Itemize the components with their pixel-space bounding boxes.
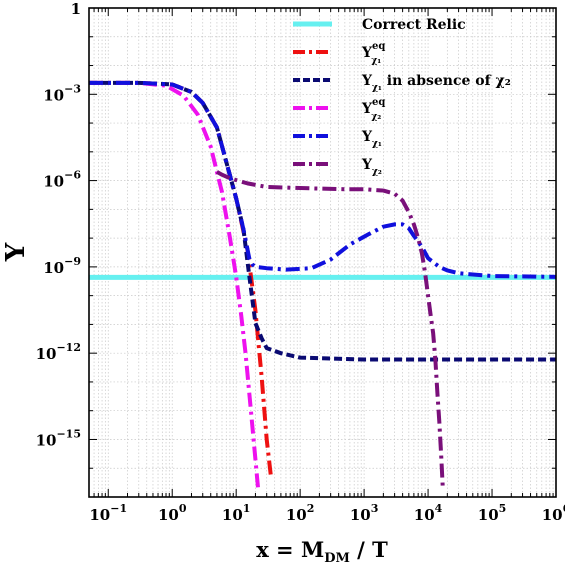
legend-label-main: Y	[361, 45, 373, 61]
x-axis-label-sub: DM	[324, 551, 350, 563]
x-tick-label: 101	[222, 502, 251, 524]
legend-label-sub: χ₁	[372, 83, 382, 93]
series-group	[89, 80, 556, 489]
y-tick-label-base: 10	[43, 173, 64, 191]
legend-label-y_chi1_no_chi2: Yχ₁ in absence of χ₂	[361, 73, 511, 93]
x-axis-label: x = MDM / T	[256, 537, 388, 563]
x-tick-label-base: 10	[350, 506, 371, 524]
x-tick-label: 104	[414, 502, 443, 524]
legend-label-sub: χ₂	[372, 167, 382, 177]
y-tick-label: 10−3	[43, 82, 81, 104]
y-tick-label: 10−12	[36, 341, 81, 363]
legend-label-main: Y	[361, 73, 373, 89]
legend-label-y_chi2: Yχ₂	[361, 157, 382, 177]
tick-labels: 10−1100101102103104105106110−310−610−910…	[36, 0, 565, 524]
y-tick-label-base: 10	[36, 345, 57, 363]
legend-label-y_chi1: Yχ₁	[361, 129, 382, 149]
y-tick-label: 10−9	[43, 255, 81, 277]
legend-label-sup: eq	[372, 97, 385, 108]
y-tick-label: 1	[71, 0, 81, 18]
legend-label-tail: in absence of χ₂	[382, 73, 511, 89]
x-axis-label-main: x = M	[256, 537, 324, 562]
x-tick-label-base: 10	[89, 506, 110, 524]
x-tick-label-exp: 3	[371, 502, 379, 515]
x-tick-label-base: 10	[222, 506, 243, 524]
y-tick-label-base: 10	[36, 431, 57, 449]
x-tick-label-base: 10	[414, 506, 435, 524]
x-tick-label: 103	[350, 502, 379, 524]
plot-frame	[88, 7, 557, 498]
x-tick-label-base: 10	[286, 506, 307, 524]
x-axis-label-tail: / T	[350, 537, 388, 562]
y-tick-label-base: 1	[71, 0, 81, 18]
x-tick-label-exp: 1	[243, 502, 251, 515]
y-tick-label: 10−6	[43, 169, 81, 191]
y-tick-label-exp: −9	[64, 255, 81, 268]
legend-label-y_chi2_eq: Yeq χ₂	[361, 97, 385, 122]
x-tick-label-exp: 4	[435, 502, 443, 515]
series-line-y_chi2_eq	[89, 80, 261, 489]
y-tick-label-exp: −6	[64, 169, 81, 182]
series-line-y_chi2	[215, 170, 445, 489]
tick-marks	[88, 7, 557, 498]
y-tick-label-exp: −12	[56, 341, 81, 354]
x-tick-label-exp: 5	[499, 502, 507, 515]
legend-label-y_chi1_eq: Yeq χ₁	[361, 41, 385, 66]
legend-label-sub: χ₁	[372, 139, 382, 149]
x-tick-label: 102	[286, 502, 315, 524]
x-tick-label-exp: 0	[179, 502, 187, 515]
legend-label-correct_relic: Correct Relic	[362, 17, 466, 33]
series-line-y_chi1	[89, 80, 556, 279]
y-tick-label: 10−15	[36, 427, 81, 449]
x-tick-label-base: 10	[158, 506, 179, 524]
y-tick-label-base: 10	[43, 86, 64, 104]
y-axis-label: Y	[1, 242, 31, 262]
x-tick-label: 10−1	[89, 502, 127, 524]
x-tick-label: 105	[478, 502, 507, 524]
x-tick-label-exp: 6	[563, 502, 565, 515]
y-tick-label-exp: −15	[56, 427, 81, 440]
x-tick-label: 100	[158, 502, 187, 524]
y-tick-label-exp: −3	[64, 82, 81, 95]
legend-label-sup: eq	[372, 41, 385, 52]
x-tick-label-exp: 2	[307, 502, 315, 515]
x-tick-label-base: 10	[542, 506, 563, 524]
legend-label-sub: χ₁	[371, 56, 381, 66]
legend-label-main: Y	[361, 129, 373, 145]
legend-label-main: Correct Relic	[362, 17, 466, 33]
legend-label-main: Y	[361, 101, 373, 117]
x-tick-label-exp: −1	[110, 502, 127, 515]
legend-label-sub: χ₂	[371, 112, 381, 122]
y-tick-label-base: 10	[43, 259, 64, 277]
x-tick-label-base: 10	[478, 506, 499, 524]
x-tick-label: 106	[542, 502, 565, 524]
legend-label-main: Y	[361, 157, 373, 173]
